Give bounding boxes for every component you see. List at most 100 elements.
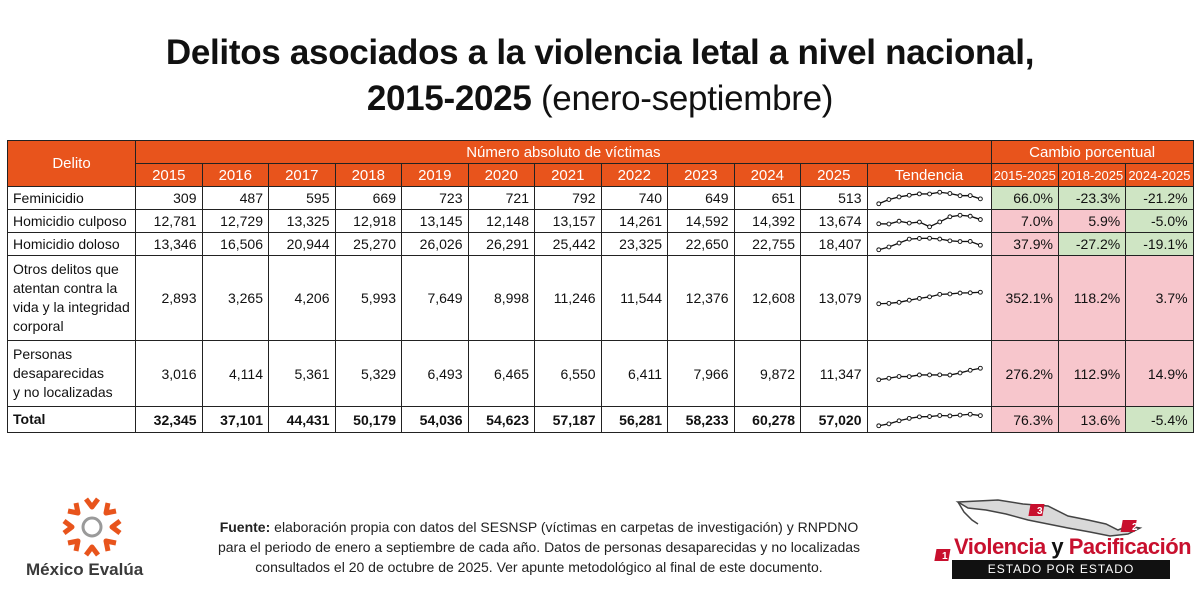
- value-cell: 60,278: [733, 406, 801, 433]
- title-line-2: 2015-2025 (enero-septiembre): [0, 76, 1200, 122]
- header-numero: Número absoluto de víctimas: [135, 140, 992, 164]
- mexico-map-icon: 3 2: [955, 499, 1143, 537]
- header-year: 2025: [800, 163, 868, 187]
- value-cell: 54,623: [467, 406, 535, 433]
- value-cell: 57,020: [800, 406, 868, 433]
- row-label-line: desaparecidas: [13, 365, 105, 381]
- pct-change-cell: 76.3%: [990, 406, 1059, 433]
- pct-change-cell: 112.9%: [1057, 340, 1127, 407]
- sparkline-point: [947, 412, 952, 418]
- header-year: 2024: [733, 163, 801, 187]
- row-label-line: atentan contra la: [13, 280, 118, 296]
- source-line-2: para el periodo de enero a septiembre de…: [217, 539, 861, 555]
- value-cell: 4,206: [268, 255, 336, 341]
- sparkline-point: [886, 300, 891, 306]
- sparkline-point: [957, 193, 962, 199]
- value-cell: 8,998: [467, 255, 535, 341]
- pct-change-cell: -21.2%: [1125, 186, 1194, 210]
- header-year: 2023: [667, 163, 735, 187]
- title-line-1: Delitos asociados a la violencia letal a…: [165, 33, 1035, 72]
- header-year: 2016: [201, 163, 269, 187]
- sparkline-point: [967, 193, 973, 198]
- header-delito: Delito: [7, 140, 136, 187]
- value-cell: 487: [201, 186, 269, 210]
- value-cell: 792: [534, 186, 602, 210]
- sparkline-point: [906, 236, 912, 242]
- row-label-line: Homicidio culposo: [13, 212, 127, 229]
- value-cell: 16,506: [201, 232, 269, 256]
- row-label-line: Personas: [13, 346, 73, 362]
- value-cell: 5,361: [268, 340, 336, 407]
- trend-sparkline: [866, 232, 992, 256]
- header-year: 2020: [467, 163, 535, 187]
- table-row: Otros delitos que atentan contra la vida y…: [7, 255, 1194, 341]
- value-cell: 57,187: [534, 406, 602, 433]
- value-cell: 58,233: [667, 406, 735, 433]
- value-cell: 12,148: [467, 209, 535, 233]
- value-cell: 12,608: [733, 255, 801, 341]
- value-cell: 2,893: [135, 255, 203, 341]
- sparkline-svg: [875, 289, 983, 307]
- value-cell: 13,346: [135, 232, 203, 256]
- sparkline-svg: [875, 411, 983, 428]
- header-cambio: Cambio porcentual: [990, 140, 1194, 164]
- sparkline-point: [977, 412, 983, 418]
- sparkline-point: [906, 297, 912, 303]
- value-cell: 649: [667, 186, 735, 210]
- sparkline-point: [947, 214, 952, 220]
- pct-change-cell: 37.9%: [990, 232, 1059, 256]
- row-label: Total: [7, 406, 136, 433]
- pct-change-cell: -27.2%: [1057, 232, 1127, 256]
- pct-change-cell: 66.0%: [990, 186, 1059, 210]
- value-cell: 18,407: [800, 232, 868, 256]
- crime-table: Delito Número absoluto de víctimas Cambi…: [7, 140, 1194, 433]
- sparkline-point: [906, 192, 912, 198]
- header-pct-col: 2015-2025: [990, 163, 1059, 187]
- sparkline-point: [926, 224, 932, 230]
- table-row: Personas desaparecidas y no localizadas 3,0…: [7, 340, 1194, 407]
- sparkline-svg: [875, 189, 983, 207]
- sparkline-point: [957, 212, 962, 218]
- sparkline-point: [875, 376, 881, 382]
- sparkline-point: [967, 239, 973, 244]
- table-row: Homicidio doloso 13,346 16,506 20,944 25,270…: [7, 232, 1194, 256]
- header-row-1: Delito Número absoluto de víctimas Cambi…: [7, 140, 1194, 187]
- pct-change-cell: 276.2%: [990, 340, 1059, 407]
- header-year: 2021: [534, 163, 602, 187]
- value-cell: 13,079: [800, 255, 868, 341]
- value-cell: 6,550: [534, 340, 602, 407]
- sparkline-point: [916, 219, 922, 225]
- sparkline-point: [926, 294, 932, 300]
- mexico-evalua-star-icon: [62, 497, 122, 557]
- sparkline-point: [967, 290, 973, 296]
- value-cell: 651: [733, 186, 801, 210]
- badge-1-icon: 1: [934, 549, 951, 562]
- sparkline-point: [916, 413, 922, 419]
- sparkline-point: [875, 422, 881, 428]
- value-cell: 513: [800, 186, 868, 210]
- pct-change-cell: 3.7%: [1125, 255, 1194, 341]
- value-cell: 11,544: [600, 255, 668, 341]
- value-cell: 54,036: [401, 406, 469, 433]
- sparkline-point: [926, 235, 932, 241]
- header-year: 2019: [401, 163, 469, 187]
- header-row-2: 2015 2016 2017 2018 2019 2020 2021 2022 2023 2024…: [8, 163, 1194, 187]
- value-cell: 11,347: [800, 340, 868, 407]
- value-cell: 56,281: [600, 406, 668, 433]
- row-label-line: Total: [13, 411, 46, 427]
- wordmark-violencia: Violencia: [954, 534, 1046, 559]
- sparkline-point: [896, 299, 901, 305]
- sparkline-point: [926, 413, 932, 419]
- title-period: (enero-septiembre): [540, 79, 834, 118]
- violencia-pacificacion-logo: 3 2 1 Violencia y Pacificación ESTADO PO…: [928, 490, 1192, 580]
- pct-change-cell: 352.1%: [990, 255, 1059, 341]
- header-year: 2022: [600, 163, 668, 187]
- badge-3: 3: [1037, 506, 1043, 517]
- value-cell: 4,114: [201, 340, 269, 407]
- source-label: Fuente:: [219, 519, 271, 535]
- trend-sparkline: [866, 255, 992, 341]
- table-row: Total 32,345 37,101 44,431 50,179 54,036 54,62…: [7, 406, 1194, 433]
- mexico-evalua-name: México Evalúa: [26, 560, 144, 579]
- value-cell: 7,649: [401, 255, 469, 341]
- sparkline-point: [916, 236, 922, 241]
